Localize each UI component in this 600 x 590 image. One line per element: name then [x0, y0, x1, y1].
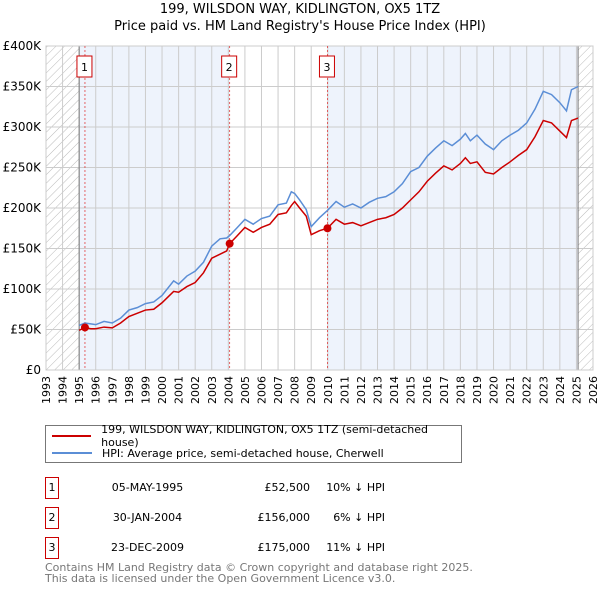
sale-label-2: 2: [226, 61, 233, 74]
sale-label-3: 3: [323, 61, 330, 74]
x-tick-label: 2001: [173, 376, 186, 404]
sale-label-box-2: [221, 55, 238, 78]
x-tick-label: 2025: [570, 376, 583, 404]
legend-red-line: [52, 435, 92, 437]
y-tick-label: £150K: [3, 242, 43, 256]
price-paid-line: [78, 117, 579, 331]
x-tick-label: 2008: [289, 376, 302, 404]
sale-point-2: [225, 239, 234, 248]
y-tick-label: £250K: [3, 161, 43, 175]
y-tick-label: £300K: [3, 120, 43, 134]
sale-price: £156,000: [257, 511, 311, 524]
y-tick-label: £350K: [3, 80, 43, 94]
sale-hpi-diff: 6% ↓ HPI: [333, 511, 385, 524]
sale-date: 23-DEC-2009: [110, 541, 185, 554]
y-tick-label: £0: [26, 363, 41, 377]
sale-label-box-3: [318, 55, 335, 78]
x-tick-label: 2005: [239, 376, 252, 404]
x-tick-label: 2024: [554, 376, 567, 404]
x-tick-label: 2004: [222, 376, 235, 404]
x-tick-label: 2016: [421, 376, 434, 404]
sale-price: £52,500: [264, 481, 311, 494]
x-tick-label: 2011: [338, 376, 351, 404]
sale-hpi-diff: 10% ↓ HPI: [326, 481, 385, 494]
plot-border: [45, 45, 594, 371]
x-tick-label: 2010: [322, 376, 335, 404]
x-tick-label: 2015: [405, 376, 418, 404]
y-tick-label: £100K: [3, 282, 43, 296]
x-tick-label: 2019: [471, 376, 484, 404]
x-tick-label: 2023: [537, 376, 550, 404]
hpi-line: [78, 85, 579, 327]
x-tick-label: 1997: [106, 376, 119, 404]
x-tick-label: 2009: [305, 376, 318, 404]
x-tick-label: 2014: [388, 376, 401, 404]
x-tick-label: 1996: [90, 376, 103, 404]
x-tick-label: 2000: [156, 376, 169, 404]
x-tick-label: 2021: [504, 376, 517, 404]
sale-point-3: [323, 224, 332, 233]
sale-price: £175,000: [257, 541, 311, 554]
x-tick-label: 2007: [272, 376, 285, 404]
x-tick-label: 1993: [40, 376, 53, 404]
x-tick-label: 2012: [355, 376, 368, 404]
legend: 199, WILSDON WAY, KIDLINGTON, OX5 1TZ (s…: [45, 423, 462, 463]
x-tick-label: 2003: [206, 376, 219, 404]
x-tick-label: 2006: [255, 376, 268, 404]
x-tick-label: 2018: [454, 376, 467, 404]
plot-area: 1993 1994 1995 1996 1997 1998 1999 2000 2001 2002…: [3, 39, 600, 404]
sale-hpi-diff: 11% ↓ HPI: [326, 541, 385, 554]
sale-date: 05-MAY-1995: [111, 481, 184, 494]
x-tick-label: 2020: [488, 376, 501, 404]
sale-date: 30-JAN-2004: [112, 511, 183, 524]
x-tick-label: 2026: [587, 376, 600, 404]
x-tick-label: 2022: [521, 376, 534, 404]
sale-row: 2 30-JAN-2004 £156,000 6% ↓ HPI: [45, 507, 385, 529]
footer-line2: This data is licensed under the Open Gov…: [45, 572, 396, 585]
x-tick-label: 2002: [189, 376, 202, 404]
x-tick-label: 1998: [123, 376, 136, 404]
chart-title: 199, WILSDON WAY, KIDLINGTON, OX5 1TZ: [159, 2, 441, 17]
sale-row: 3 23-DEC-2009 £175,000 11% ↓ HPI: [45, 537, 385, 559]
legend-red-label: 199, WILSDON WAY, KIDLINGTON, OX5 1TZ (s…: [101, 423, 428, 449]
chart-subtitle: Price paid vs. HM Land Registry's House …: [114, 19, 486, 34]
y-tick-label: £200K: [3, 201, 43, 215]
x-tick-label: 2013: [372, 376, 385, 404]
sale-point-1: [80, 323, 89, 332]
legend-blue-label: HPI: Average price, semi-detached house,…: [102, 446, 384, 460]
sale-row: 1 05-MAY-1995 £52,500 10% ↓ HPI: [45, 477, 385, 499]
x-tick-label: 1994: [57, 376, 70, 404]
x-tick-label: 1995: [73, 376, 86, 404]
y-tick-label: £400K: [3, 39, 43, 53]
footer-line1: Contains HM Land Registry data © Crown c…: [45, 561, 473, 574]
sale-label-box-1: [76, 55, 93, 78]
legend-blue-line: [52, 452, 92, 454]
x-tick-label: 2017: [438, 376, 451, 404]
x-tick-label: 1999: [139, 376, 152, 404]
sale-number: 3: [45, 537, 59, 559]
y-tick-label: £50K: [10, 323, 42, 337]
sale-number: 2: [45, 507, 59, 529]
sale-number: 1: [45, 477, 59, 499]
sale-label-1: 1: [81, 61, 88, 74]
